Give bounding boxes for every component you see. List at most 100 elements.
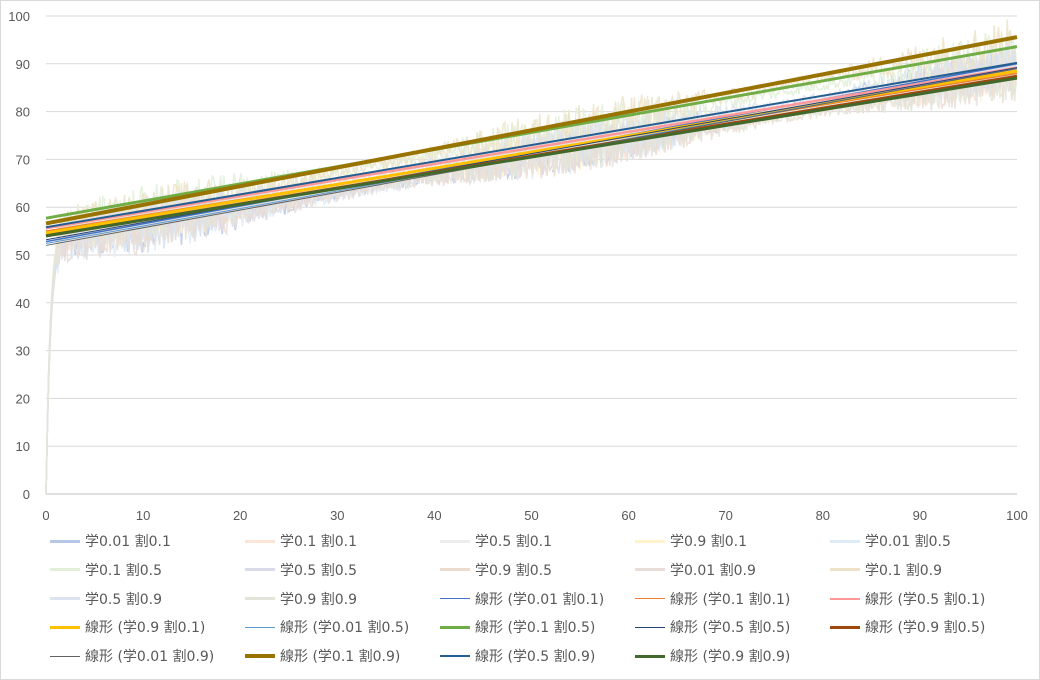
legend-label: 線形 (学0.5 割0.9) [475,649,596,666]
legend-label: 線形 (学0.9 割0.5) [865,620,986,637]
legend-swatch [50,597,80,601]
legend-item: 学0.1 割0.9 [830,559,942,581]
legend-item: 線形 (学0.9 割0.9) [635,645,790,667]
legend-item: 線形 (学0.5 割0.1) [830,588,985,610]
legend-swatch [245,568,275,572]
legend-item: 学0.9 割0.9 [245,588,357,610]
x-tick-label: 30 [330,508,344,523]
y-tick-label: 10 [16,439,30,454]
legend-item: 学0.9 割0.1 [635,530,747,552]
legend-swatch [245,539,275,543]
legend-label: 線形 (学0.1 割0.5) [475,620,596,637]
legend-item: 線形 (学0.1 割0.1) [635,588,790,610]
y-tick-label: 100 [8,9,30,24]
legend-item: 学0.1 割0.5 [50,559,162,581]
trendline [45,66,1018,230]
x-tick-label: 60 [621,508,635,523]
data-series-line [45,54,1017,495]
legend-label: 学0.1 割0.9 [865,562,942,579]
data-series-line [45,53,1017,495]
x-tick-label: 10 [136,508,150,523]
legend-item: 線形 (学0.9 割0.5) [830,616,985,638]
legend-item: 線形 (学0.1 割0.9) [245,645,400,667]
legend-label: 学0.5 割0.1 [475,534,552,550]
x-tick-label: 80 [816,508,830,523]
legend-label: 線形 (学0.5 割0.5) [670,620,791,637]
legend-swatch [440,598,470,600]
x-tick-label: 70 [718,508,732,523]
legend-swatch [635,654,665,658]
legend-swatch [830,597,860,600]
legend-item: 学0.01 割0.1 [50,530,171,552]
legend-item: 線形 (学0.1 割0.5) [440,616,595,638]
legend-label: 学0.9 割0.1 [670,534,747,550]
legend-item: 線形 (学0.01 割0.9) [50,645,214,667]
legend-label: 学0.01 割0.5 [865,534,951,550]
data-series-line [45,57,1017,495]
legend-swatch [50,568,80,572]
legend-label: 線形 (学0.5 割0.1) [865,591,986,608]
legend-swatch [440,655,470,658]
x-tick-label: 100 [1006,508,1028,523]
x-tick-label: 40 [427,508,441,523]
legend-swatch [830,539,860,543]
legend-item: 学0.9 割0.5 [440,559,552,581]
x-tick-label: 20 [233,508,247,523]
legend-swatch [635,626,665,628]
y-tick-label: 60 [16,200,30,215]
y-tick-label: 50 [16,248,30,263]
y-tick-label: 80 [16,105,30,120]
legend-label: 学0.01 割0.9 [670,562,756,579]
data-series-line [45,44,1017,495]
trendline [45,61,1018,229]
legend-swatch [440,568,470,572]
trendline [45,67,1018,241]
legend-item: 線形 (学0.5 割0.5) [635,616,790,638]
y-tick-label: 0 [23,487,30,502]
legend-label: 学0.01 割0.1 [85,534,171,550]
legend-item: 学0.5 割0.5 [245,559,357,581]
legend-label: 学0.1 割0.5 [85,562,162,579]
y-tick-label: 70 [16,152,30,167]
trendline [45,76,1018,238]
data-series-line [45,52,1017,495]
legend-item: 学0.01 割0.9 [635,559,756,581]
legend-swatch [50,655,80,657]
data-series-line [45,47,1017,495]
plot-area: 0 10 20 30 40 50 60 70 80 90 100 0 10 20 30 40 50 60 70 80 9… [8,9,1028,523]
legend-swatch [440,625,470,629]
data-series-line [45,52,1017,495]
legend-swatch [635,568,665,572]
data-series-line [45,19,1017,495]
trendline [45,35,1018,226]
y-tick-label: 30 [16,344,30,359]
legend-item: 線形 (学0.01 割0.1) [440,588,604,610]
legend-swatch [50,539,80,543]
legend-label: 学0.5 割0.5 [280,562,357,579]
x-tick-label: 0 [42,508,49,523]
y-tick-label: 90 [16,57,30,72]
legend-item: 線形 (学0.5 割0.9) [440,645,595,667]
legend-item: 学0.1 割0.1 [245,530,357,552]
legend-swatch [635,598,665,600]
trendline [45,45,1018,220]
legend-swatch [440,539,470,543]
legend-item: 学0.5 割0.9 [50,588,162,610]
legend-label: 学0.9 割0.5 [475,562,552,579]
legend-swatch [635,539,665,543]
legend-label: 線形 (学0.9 割0.9) [670,649,791,666]
legend-label: 線形 (学0.9 割0.1) [85,620,206,637]
legend-swatch [50,625,80,629]
legend-item: 学0.5 割0.1 [440,530,552,552]
data-series-line [45,57,1017,495]
legend-swatch [830,625,860,629]
legend-label: 線形 (学0.1 割0.1) [670,591,791,608]
legend-label: 線形 (学0.01 割0.5) [280,620,410,637]
legend-item: 線形 (学0.9 割0.1) [50,616,205,638]
data-series-line [45,55,1017,495]
legend-item: 線形 (学0.01 割0.5) [245,616,409,638]
legend-swatch [245,597,275,601]
y-tick-label: 20 [16,391,30,406]
legend-label: 線形 (学0.01 割0.1) [475,591,605,608]
x-tick-label: 50 [524,508,538,523]
